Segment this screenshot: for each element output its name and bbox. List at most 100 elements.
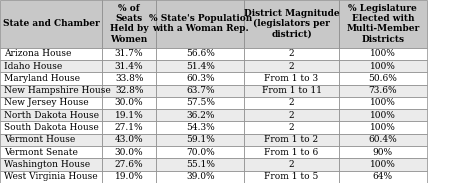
Bar (0, 97, 102, 109)
Bar (339, 109, 427, 122)
Bar (244, 122, 339, 134)
Text: 70.0%: 70.0% (186, 148, 215, 157)
Bar (102, 158, 156, 171)
Text: 2: 2 (289, 160, 294, 169)
Text: Vermont Senate: Vermont Senate (4, 148, 78, 157)
Text: 100%: 100% (370, 49, 396, 58)
Bar (0, 122, 102, 134)
Bar (102, 60, 156, 72)
Text: From 1 to 6: From 1 to 6 (264, 148, 319, 157)
Text: 2: 2 (289, 49, 294, 58)
Bar (102, 122, 156, 134)
Text: 32.8%: 32.8% (115, 86, 144, 95)
Text: 55.1%: 55.1% (186, 160, 215, 169)
Text: From 1 to 5: From 1 to 5 (264, 172, 319, 181)
Bar (156, 109, 244, 122)
Text: 60.3%: 60.3% (186, 74, 215, 83)
Bar (339, 60, 427, 72)
Bar (244, 60, 339, 72)
Bar (0, 171, 102, 183)
Text: % State's Population
with a Woman Rep.: % State's Population with a Woman Rep. (149, 14, 252, 33)
Bar (102, 72, 156, 85)
Text: % of
Seats
Held by
Women: % of Seats Held by Women (110, 4, 148, 44)
Text: 50.6%: 50.6% (368, 74, 397, 83)
Text: 100%: 100% (370, 61, 396, 70)
Bar (0, 109, 102, 122)
Bar (102, 48, 156, 60)
Text: District Magnitude
(legislators per
district): District Magnitude (legislators per dist… (244, 9, 339, 39)
Text: 60.4%: 60.4% (368, 135, 397, 144)
Text: 63.7%: 63.7% (186, 86, 215, 95)
Text: 73.6%: 73.6% (368, 86, 397, 95)
Text: New Hampshire House: New Hampshire House (4, 86, 110, 95)
Bar (339, 122, 427, 134)
Bar (0, 158, 102, 171)
Text: 27.1%: 27.1% (115, 123, 144, 132)
Text: South Dakota House: South Dakota House (4, 123, 99, 132)
Bar (0, 60, 102, 72)
Bar (244, 134, 339, 146)
Bar (102, 97, 156, 109)
Text: 39.0%: 39.0% (186, 172, 215, 181)
Bar (156, 122, 244, 134)
Text: Vermont House: Vermont House (4, 135, 75, 144)
Bar (0, 134, 102, 146)
Bar (339, 158, 427, 171)
Text: New Jersey House: New Jersey House (4, 98, 89, 107)
Text: 43.0%: 43.0% (115, 135, 144, 144)
Text: 2: 2 (289, 123, 294, 132)
Bar (156, 134, 244, 146)
Bar (244, 109, 339, 122)
Bar (244, 171, 339, 183)
Bar (102, 134, 156, 146)
Bar (244, 85, 339, 97)
Bar (339, 146, 427, 158)
Text: 30.0%: 30.0% (115, 98, 144, 107)
Bar (102, 146, 156, 158)
Bar (339, 0, 427, 48)
Text: 2: 2 (289, 111, 294, 120)
Bar (339, 171, 427, 183)
Text: 27.6%: 27.6% (115, 160, 144, 169)
Text: 64%: 64% (373, 172, 393, 181)
Text: 33.8%: 33.8% (115, 74, 144, 83)
Text: 57.5%: 57.5% (186, 98, 215, 107)
Bar (156, 146, 244, 158)
Bar (244, 72, 339, 85)
Bar (244, 158, 339, 171)
Bar (156, 60, 244, 72)
Text: 90%: 90% (373, 148, 393, 157)
Bar (156, 0, 244, 48)
Text: West Virginia House: West Virginia House (4, 172, 98, 181)
Bar (156, 97, 244, 109)
Text: 36.2%: 36.2% (186, 111, 215, 120)
Text: 100%: 100% (370, 111, 396, 120)
Text: 30.0%: 30.0% (115, 148, 144, 157)
Bar (339, 134, 427, 146)
Bar (339, 85, 427, 97)
Text: 31.7%: 31.7% (115, 49, 144, 58)
Text: 51.4%: 51.4% (186, 61, 215, 70)
Bar (339, 48, 427, 60)
Bar (0, 85, 102, 97)
Bar (156, 72, 244, 85)
Bar (244, 48, 339, 60)
Text: 100%: 100% (370, 98, 396, 107)
Bar (244, 146, 339, 158)
Bar (0, 0, 102, 48)
Text: 100%: 100% (370, 123, 396, 132)
Text: % Legislature
Elected with
Multi-Member
Districts: % Legislature Elected with Multi-Member … (346, 4, 419, 44)
Text: 54.3%: 54.3% (186, 123, 215, 132)
Bar (102, 85, 156, 97)
Text: From 1 to 11: From 1 to 11 (262, 86, 321, 95)
Text: Washington House: Washington House (4, 160, 90, 169)
Bar (0, 146, 102, 158)
Bar (156, 85, 244, 97)
Bar (102, 0, 156, 48)
Text: 19.0%: 19.0% (115, 172, 144, 181)
Text: Arizona House: Arizona House (4, 49, 71, 58)
Text: 2: 2 (289, 61, 294, 70)
Text: Maryland House: Maryland House (4, 74, 80, 83)
Bar (244, 97, 339, 109)
Bar (339, 97, 427, 109)
